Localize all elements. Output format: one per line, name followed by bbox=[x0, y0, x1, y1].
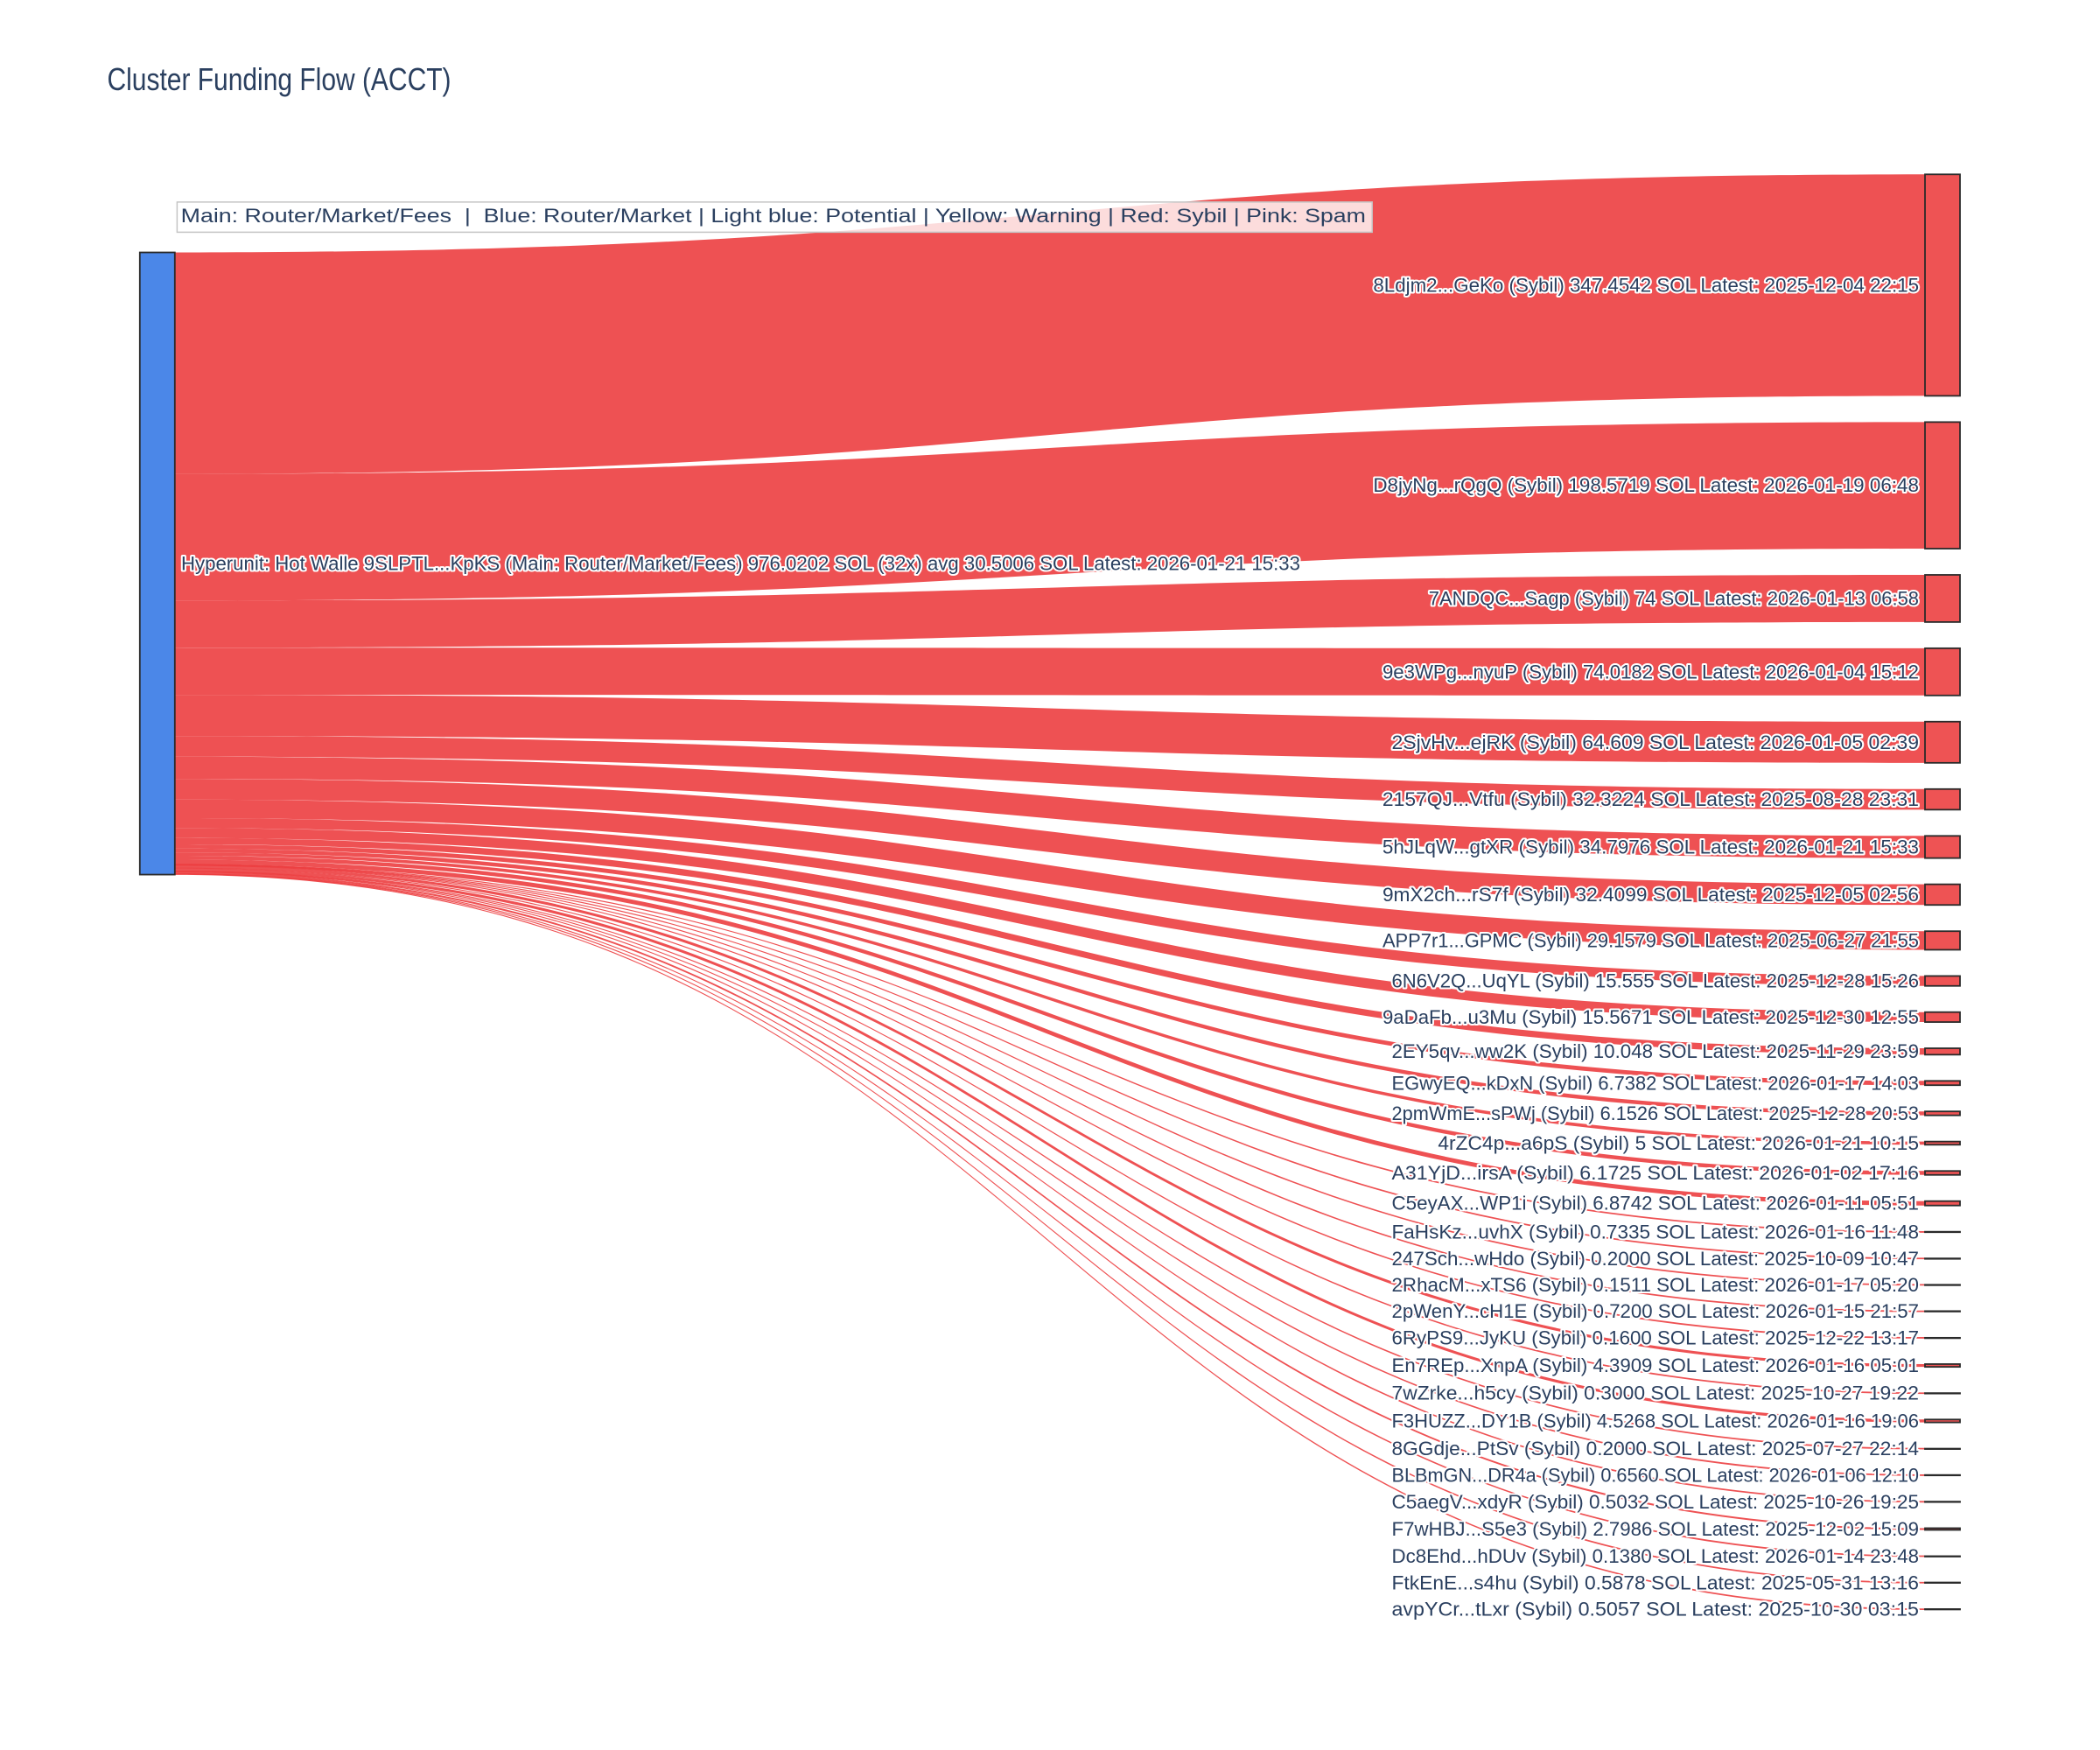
svg-text:C5eyAX...WP1i (Sybil) 6.8742 S: C5eyAX...WP1i (Sybil) 6.8742 SOL Latest:… bbox=[1392, 1193, 1919, 1214]
svg-text:EGwyEQ...kDxN (Sybil) 6.7382 S: EGwyEQ...kDxN (Sybil) 6.7382 SOL Latest:… bbox=[1392, 1072, 1919, 1094]
svg-text:FaHsKz...uvhX (Sybil) 0.7335 S: FaHsKz...uvhX (Sybil) 0.7335 SOL Latest:… bbox=[1392, 1221, 1919, 1242]
svg-text:4rZC4p...a6pS (Sybil) 5 SOL La: 4rZC4p...a6pS (Sybil) 5 SOL Latest: 2026… bbox=[1438, 1132, 1919, 1154]
svg-text:2pmWmE...sPWj (Sybil) 6.1526 S: 2pmWmE...sPWj (Sybil) 6.1526 SOL Latest:… bbox=[1392, 1102, 1919, 1124]
svg-text:BLBmGN...DR4a (Sybil) 0.6560 S: BLBmGN...DR4a (Sybil) 0.6560 SOL Latest:… bbox=[1392, 1464, 1919, 1486]
svg-text:2SjvHv...ejRK (Sybil) 64.609 S: 2SjvHv...ejRK (Sybil) 64.609 SOL Latest:… bbox=[1392, 732, 1919, 753]
svg-text:9aDaFb...u3Mu (Sybil) 15.5671: 9aDaFb...u3Mu (Sybil) 15.5671 SOL Latest… bbox=[1382, 1006, 1919, 1028]
svg-text:F3HUZZ...DY1B (Sybil) 4.5268 S: F3HUZZ...DY1B (Sybil) 4.5268 SOL Latest:… bbox=[1392, 1410, 1919, 1432]
svg-text:5hJLqW...gtXR (Sybil) 34.7976: 5hJLqW...gtXR (Sybil) 34.7976 SOL Latest… bbox=[1382, 836, 1919, 858]
svg-text:7ANDQC...Sagp (Sybil) 74 SOL L: 7ANDQC...Sagp (Sybil) 74 SOL Latest: 202… bbox=[1429, 587, 1919, 609]
svg-text:6N6V2Q...UqYL (Sybil) 15.555 S: 6N6V2Q...UqYL (Sybil) 15.555 SOL Latest:… bbox=[1392, 970, 1919, 992]
svg-text:8Ldjm2...GeKo (Sybil) 347.4542: 8Ldjm2...GeKo (Sybil) 347.4542 SOL Lates… bbox=[1373, 274, 1919, 296]
svg-text:Cluster Funding Flow (ACCT): Cluster Funding Flow (ACCT) bbox=[108, 61, 452, 97]
svg-text:A31YjD...irsA (Sybil) 6.1725 S: A31YjD...irsA (Sybil) 6.1725 SOL Latest:… bbox=[1392, 1162, 1919, 1184]
svg-text:FtkEnE...s4hu (Sybil) 0.5878 S: FtkEnE...s4hu (Sybil) 0.5878 SOL Latest:… bbox=[1392, 1572, 1919, 1593]
svg-text:APP7r1...GPMC (Sybil) 29.1579: APP7r1...GPMC (Sybil) 29.1579 SOL Latest… bbox=[1382, 929, 1919, 951]
svg-text:2157QJ...Vtfu (Sybil) 32.3224: 2157QJ...Vtfu (Sybil) 32.3224 SOL Latest… bbox=[1382, 788, 1919, 810]
svg-text:8GGdje...PtSv (Sybil) 0.2000 S: 8GGdje...PtSv (Sybil) 0.2000 SOL Latest:… bbox=[1392, 1438, 1919, 1460]
svg-text:Hyperunit: Hot Walle 9SLPTL...: Hyperunit: Hot Walle 9SLPTL...KpKS (Main… bbox=[181, 553, 1300, 575]
svg-text:F7wHBJ...S5e3 (Sybil) 2.7986 S: F7wHBJ...S5e3 (Sybil) 2.7986 SOL Latest:… bbox=[1392, 1518, 1919, 1540]
svg-text:2RhacM...xTS6 (Sybil) 0.1511 S: 2RhacM...xTS6 (Sybil) 0.1511 SOL Latest:… bbox=[1392, 1274, 1919, 1296]
svg-text:247Sch...wHdo (Sybil) 0.2000 S: 247Sch...wHdo (Sybil) 0.2000 SOL Latest:… bbox=[1392, 1248, 1919, 1270]
svg-text:7wZrke...h5cy (Sybil) 0.3000 S: 7wZrke...h5cy (Sybil) 0.3000 SOL Latest:… bbox=[1392, 1382, 1919, 1404]
svg-text:2EY5qv...ww2K (Sybil) 10.048 S: 2EY5qv...ww2K (Sybil) 10.048 SOL Latest:… bbox=[1392, 1040, 1919, 1062]
svg-text:9mX2ch...rS7f (Sybil) 32.4099: 9mX2ch...rS7f (Sybil) 32.4099 SOL Latest… bbox=[1382, 884, 1919, 906]
svg-text:6RyPS9...JyKU (Sybil) 0.1600 S: 6RyPS9...JyKU (Sybil) 0.1600 SOL Latest:… bbox=[1392, 1326, 1919, 1348]
svg-text:C5aegV...xdyR (Sybil) 0.5032 S: C5aegV...xdyR (Sybil) 0.5032 SOL Latest:… bbox=[1392, 1491, 1919, 1513]
svg-text:Dc8Ehd...hDUv (Sybil) 0.1380 S: Dc8Ehd...hDUv (Sybil) 0.1380 SOL Latest:… bbox=[1392, 1545, 1919, 1567]
svg-text:En7REp...XnpA (Sybil) 4.3909 S: En7REp...XnpA (Sybil) 4.3909 SOL Latest:… bbox=[1392, 1354, 1919, 1376]
svg-text:avpYCr...tLxr (Sybil) 0.5057 S: avpYCr...tLxr (Sybil) 0.5057 SOL Latest:… bbox=[1392, 1599, 1919, 1620]
svg-text:Main: Router/Market/Fees | B: Main: Router/Market/Fees | Blue: Router/… bbox=[181, 205, 1366, 227]
svg-text:2pWenY...cH1E (Sybil) 0.7200 S: 2pWenY...cH1E (Sybil) 0.7200 SOL Latest:… bbox=[1392, 1300, 1919, 1322]
svg-text:9e3WPg...nyuP (Sybil) 74.0182: 9e3WPg...nyuP (Sybil) 74.0182 SOL Latest… bbox=[1382, 661, 1919, 682]
svg-text:D8jyNg...rQgQ (Sybil) 198.5719: D8jyNg...rQgQ (Sybil) 198.5719 SOL Lates… bbox=[1373, 474, 1919, 496]
